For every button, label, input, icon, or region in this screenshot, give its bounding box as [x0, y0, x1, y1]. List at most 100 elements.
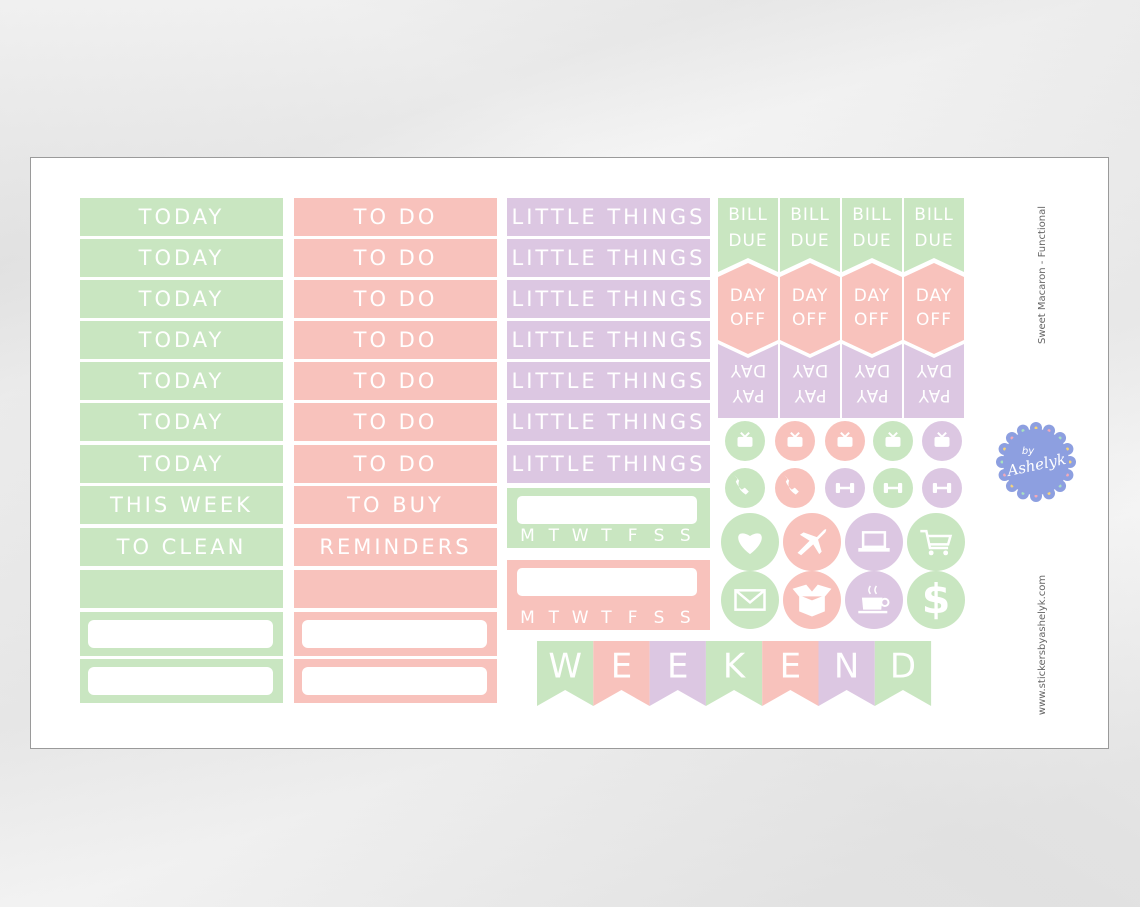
- icon: [738, 533, 762, 555]
- flag-text: DUE: [914, 231, 953, 251]
- label-sticker: [80, 362, 283, 400]
- icon: [858, 548, 890, 552]
- label-sticker: [80, 403, 283, 441]
- sticker-label: TO DO: [353, 205, 438, 229]
- sticker-label: TODAY: [138, 369, 225, 393]
- flag-text: DAY: [730, 286, 767, 306]
- flag-text: DAY: [854, 360, 891, 380]
- sticker-label: TO DO: [353, 410, 438, 434]
- banner-letter: E: [667, 647, 688, 687]
- banner-letter: E: [611, 647, 632, 687]
- flag-text: DAY: [730, 360, 767, 380]
- icon: [880, 597, 890, 608]
- flipped-text: PAY DAY: [854, 360, 891, 405]
- weekday: T: [600, 526, 612, 546]
- flag-text: DAY: [916, 286, 953, 306]
- weekday: S: [680, 608, 692, 628]
- icon: [898, 483, 903, 493]
- flag-text: OFF: [854, 310, 890, 330]
- flag-bill-due: [842, 198, 902, 272]
- banner-flag: [649, 641, 706, 706]
- label-sticker: [294, 403, 497, 441]
- sticker-label: TO DO: [353, 287, 438, 311]
- weekday: W: [572, 608, 590, 628]
- flag-day-off: [718, 263, 778, 354]
- write-box: [517, 568, 697, 596]
- blank-sticker: [294, 570, 497, 608]
- icon-sticker: [907, 571, 965, 629]
- icon-group: [835, 483, 855, 493]
- label-sticker: [294, 198, 497, 236]
- sticker-label: LITTLE THINGS: [512, 410, 706, 434]
- flag-text: PAY: [794, 385, 827, 405]
- banner-letter: K: [723, 647, 747, 687]
- sticker-label: LITTLE THINGS: [512, 287, 706, 311]
- icon: [858, 610, 888, 614]
- icon-sticker: [907, 513, 965, 571]
- dollar-sign: $: [922, 575, 951, 623]
- icon: [936, 486, 948, 490]
- logo-disc: [1003, 429, 1069, 495]
- label-sticker: [80, 280, 283, 318]
- label-sticker: [507, 280, 710, 318]
- icon-group: [932, 483, 952, 493]
- banner-letter: W: [548, 647, 582, 687]
- label-sticker: [80, 528, 283, 566]
- icon: [839, 486, 851, 490]
- label-sticker: [507, 445, 710, 483]
- flag-text: PAY: [918, 385, 951, 405]
- icon-group: [738, 533, 762, 555]
- flag-pay-day: [718, 344, 778, 418]
- flag-text: DUE: [728, 231, 767, 251]
- weekday: M: [520, 608, 536, 628]
- banner-letter: N: [834, 647, 859, 687]
- icon-group: [734, 589, 766, 611]
- flag-text: BILL: [728, 205, 768, 225]
- icon: [947, 483, 952, 493]
- icon-group: [733, 474, 749, 495]
- flipped-text: PAY DAY: [916, 360, 953, 405]
- label-sticker: [80, 239, 283, 277]
- icon: [861, 597, 883, 610]
- icon: [733, 474, 749, 495]
- banner-flag: [818, 641, 875, 706]
- sheet-title: Sweet Macaron - Functional: [1037, 206, 1048, 344]
- icon: [837, 436, 853, 447]
- icon: [737, 436, 753, 447]
- icon-group: [858, 585, 890, 614]
- sticker-label: TO DO: [353, 246, 438, 270]
- icon-sticker: [845, 513, 903, 571]
- banner-flag: [874, 641, 932, 706]
- sticker-label: TO DO: [353, 369, 438, 393]
- logo-dot: [1047, 429, 1051, 433]
- flag-bill-due: [718, 198, 778, 272]
- flipped-text: PAY DAY: [730, 360, 767, 405]
- label-sticker: [294, 486, 497, 524]
- banner-flag: [762, 641, 819, 706]
- weekday: S: [654, 608, 666, 628]
- sticker-label: LITTLE THINGS: [512, 328, 706, 352]
- sticker-label: THIS WEEK: [109, 493, 253, 517]
- logo-dot: [1000, 460, 1004, 464]
- icon-group: [883, 483, 903, 493]
- logo-dot: [1065, 447, 1069, 451]
- logo-dot: [1003, 447, 1007, 451]
- flag-text: DAY: [792, 286, 829, 306]
- label-sticker: [507, 321, 710, 359]
- sticker-label: LITTLE THINGS: [512, 369, 706, 393]
- icon: [920, 529, 953, 550]
- icon: [943, 550, 949, 556]
- icon-group: [783, 474, 799, 495]
- icon: [797, 529, 827, 556]
- icon: [861, 531, 887, 549]
- flag-day-off: [842, 263, 902, 354]
- flag-pay-day: [842, 344, 902, 418]
- logo-dot: [1003, 473, 1007, 477]
- flipped-text: PAY DAY: [792, 360, 829, 405]
- sticker-label: TODAY: [138, 410, 225, 434]
- icon-group: [920, 529, 953, 556]
- icon: [734, 589, 766, 611]
- icon-group: [885, 431, 901, 447]
